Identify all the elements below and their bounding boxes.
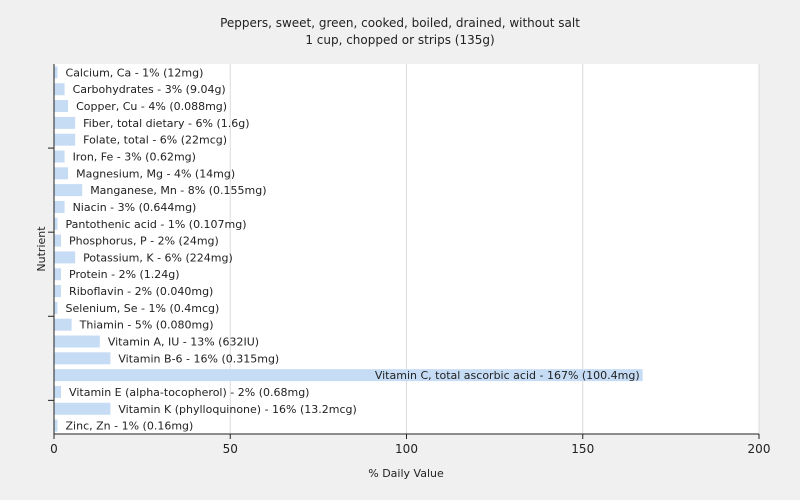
- bar-label: Manganese, Mn - 8% (0.155mg): [90, 184, 266, 197]
- bar-label: Folate, total - 6% (22mcg): [83, 134, 227, 147]
- bar: [54, 268, 62, 281]
- bar-label: Iron, Fe - 3% (0.62mg): [73, 151, 196, 164]
- bar-label: Vitamin E (alpha-tocopherol) - 2% (0.68m…: [69, 386, 309, 399]
- bar: [54, 184, 83, 197]
- bar: [54, 200, 65, 213]
- bar: [54, 385, 62, 398]
- bar: [54, 167, 69, 180]
- x-tick-label: 200: [748, 442, 771, 456]
- bar-label: Fiber, total dietary - 6% (1.6g): [83, 117, 249, 130]
- bar-label: Calcium, Ca - 1% (12mg): [66, 66, 204, 79]
- bar-label: Protein - 2% (1.24g): [69, 268, 180, 281]
- bar-label: Thiamin - 5% (0.080mg): [79, 319, 214, 332]
- bar: [54, 150, 65, 163]
- bar-label: Phosphorus, P - 2% (24mg): [69, 235, 219, 248]
- bar-label: Copper, Cu - 4% (0.088mg): [76, 100, 227, 113]
- bar: [54, 285, 62, 298]
- bar: [54, 301, 58, 314]
- bar: [54, 83, 65, 96]
- bar: [54, 419, 58, 432]
- y-axis-title: Nutrient: [35, 226, 48, 272]
- plot-area: Calcium, Ca - 1% (12mg) Carbohydrates - 3…: [48, 64, 770, 456]
- bar-label: Zinc, Zn - 1% (0.16mg): [66, 420, 194, 433]
- bar: [54, 251, 76, 264]
- bar-label: Pantothenic acid - 1% (0.107mg): [66, 218, 247, 231]
- bar: [54, 402, 111, 415]
- bar-label: Vitamin B-6 - 16% (0.315mg): [118, 352, 279, 365]
- bar: [54, 100, 69, 113]
- bar-label: Selenium, Se - 1% (0.4mcg): [66, 302, 220, 315]
- chart-title: Peppers, sweet, green, cooked, boiled, d…: [220, 16, 580, 30]
- bar: [54, 234, 62, 247]
- bar-label: Niacin - 3% (0.644mg): [73, 201, 197, 214]
- bar: [54, 335, 100, 348]
- bar-label: Riboflavin - 2% (0.040mg): [69, 285, 213, 298]
- bar: [54, 116, 76, 129]
- bar: [54, 133, 76, 146]
- bar-label: Magnesium, Mg - 4% (14mg): [76, 167, 235, 180]
- bar-label: Potassium, K - 6% (224mg): [83, 251, 233, 264]
- chart-subtitle: 1 cup, chopped or strips (135g): [305, 33, 494, 47]
- bar-label: Carbohydrates - 3% (9.04g): [73, 83, 226, 96]
- bar: [54, 66, 58, 79]
- bar: [54, 318, 72, 331]
- bar: [54, 217, 58, 230]
- x-axis-title: % Daily Value: [368, 467, 444, 480]
- bar-label: Vitamin K (phylloquinone) - 16% (13.2mcg…: [118, 403, 356, 416]
- x-tick-label: 100: [395, 442, 418, 456]
- bar: [54, 369, 643, 382]
- bar: [54, 352, 111, 365]
- x-tick-label: 150: [571, 442, 594, 456]
- x-tick-label: 0: [50, 442, 58, 456]
- bar-label: Vitamin A, IU - 13% (632IU): [108, 336, 259, 349]
- x-tick-label: 50: [223, 442, 238, 456]
- bar-label: Vitamin C, total ascorbic acid - 167% (1…: [375, 369, 640, 382]
